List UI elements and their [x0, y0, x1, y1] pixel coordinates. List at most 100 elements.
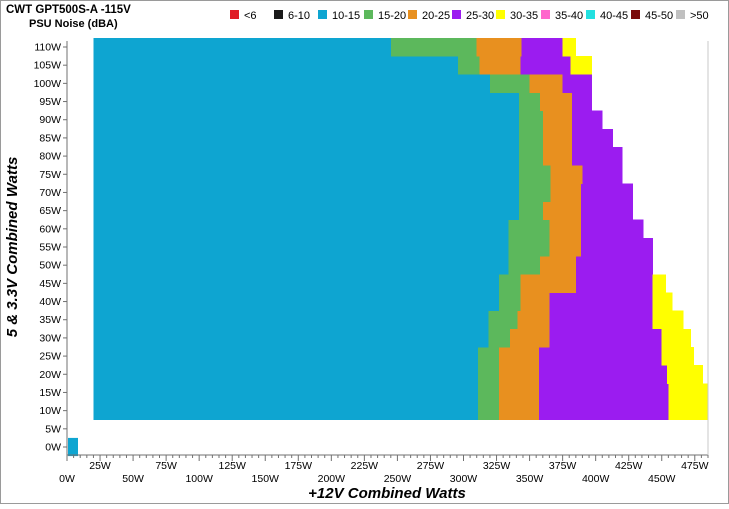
x-tick-label: 250W: [384, 473, 412, 485]
heatmap-cell: [575, 256, 653, 275]
heatmap-cell: [93, 92, 520, 112]
heatmap-cell: [652, 310, 684, 330]
legend-label: <6: [244, 10, 257, 22]
heatmap-cell: [549, 328, 663, 348]
legend-swatch: [631, 10, 640, 19]
heatmap-cell: [478, 401, 500, 421]
heatmap-cell: [499, 274, 521, 293]
heatmap-cell: [488, 328, 511, 348]
heatmap-cell: [93, 401, 479, 421]
legend-label: 20-25: [422, 10, 450, 22]
heatmap-cell: [499, 292, 521, 312]
heatmap-cell: [538, 347, 663, 366]
y-tick-label: 50W: [39, 260, 61, 272]
heatmap-cell: [517, 310, 550, 330]
legend-swatch: [452, 10, 461, 19]
y-tick-label: 25W: [39, 351, 61, 363]
heatmap-cell: [519, 183, 552, 202]
heatmap-cell: [93, 110, 520, 130]
chart-title: CWT GPT500S-A -115V: [6, 4, 131, 16]
y-axis-label: 5 & 3.3V Combined Watts: [4, 157, 21, 338]
x-tick-label: 200W: [318, 473, 346, 485]
heatmap-cell: [581, 183, 634, 202]
heatmap-cell: [478, 347, 500, 366]
x-tick-label: 100W: [185, 473, 213, 485]
legend-label: 30-35: [510, 10, 538, 22]
legend-item: 6-10: [274, 10, 310, 22]
x-ticks: 0W 25W 50W 75W 100W 125W 150W 175W 200W 225W 250W 2…: [59, 455, 709, 485]
y-tick-label: 100W: [34, 78, 62, 90]
heatmap-cell: [538, 365, 668, 384]
heatmap-cell: [499, 401, 540, 421]
heatmap-cell: [476, 37, 523, 57]
heatmap-cell: [661, 328, 692, 348]
heatmap-cell: [575, 274, 653, 293]
legend-label: 35-40: [555, 10, 583, 22]
x-tick-label: 75W: [155, 460, 177, 472]
heatmap-cell: [652, 274, 667, 293]
y-tick-label: 90W: [39, 114, 61, 126]
heatmap-cell: [581, 201, 634, 221]
x-tick-label: 425W: [615, 460, 643, 472]
heatmap-cell: [581, 219, 644, 239]
heatmap-cell: [93, 74, 491, 93]
heatmap-cell: [508, 219, 550, 239]
legend-swatch: [541, 10, 550, 19]
legend-label: 15-20: [378, 10, 406, 22]
y-tick-label: 85W: [39, 132, 61, 144]
x-tick-label: 0W: [59, 473, 75, 485]
y-ticks: 0W 5W 10W 15W 20W 25W 30W 35W 40W 45W 50W 55W 60W 65W…: [34, 42, 67, 454]
y-tick-label: 5W: [45, 423, 61, 435]
heatmap-cell: [549, 310, 653, 330]
heatmap-cell: [540, 256, 577, 275]
legend-item: 25-30: [452, 10, 494, 22]
heatmap-cell: [93, 383, 479, 402]
heatmap-cell: [93, 183, 520, 202]
legend-swatch: [318, 10, 327, 19]
legend-item: 10-15: [318, 10, 360, 22]
heatmap-cell: [571, 110, 603, 130]
heatmap-cell: [93, 237, 509, 257]
heatmap-cell: [478, 365, 500, 384]
heatmap-cell: [93, 37, 392, 57]
heatmap-cell: [93, 274, 500, 293]
heatmap-cell: [478, 383, 500, 402]
y-tick-label: 60W: [39, 223, 61, 235]
y-tick-label: 40W: [39, 296, 61, 308]
legend: <6 6-10 10-15 15-20 20-25 25-30 30-35 35-40 40-4…: [230, 10, 709, 22]
heatmap-cell: [93, 147, 520, 166]
heatmap-cell: [93, 292, 500, 312]
heatmap-cell: [668, 383, 709, 402]
legend-swatch: [274, 10, 283, 19]
legend-swatch: [586, 10, 595, 19]
y-tick-label: 20W: [39, 369, 61, 381]
heatmap-cell: [542, 147, 573, 166]
heatmap-cell: [93, 256, 509, 275]
heatmap-cell: [550, 165, 583, 184]
heatmap-cell: [519, 92, 541, 112]
heatmap-cell: [93, 328, 490, 348]
y-tick-label: 15W: [39, 387, 61, 399]
legend-item: 35-40: [541, 10, 583, 22]
legend-item: <6: [230, 10, 257, 22]
x-tick-label: 475W: [681, 460, 709, 472]
heatmap-cell: [93, 347, 479, 366]
x-tick-label: 350W: [516, 473, 544, 485]
legend-item: 40-45: [586, 10, 628, 22]
heatmap-cell: [499, 365, 540, 384]
heatmap-cell: [668, 401, 709, 421]
x-tick-label: 375W: [549, 460, 577, 472]
heatmap-cell: [652, 292, 673, 312]
heatmap-cell: [542, 128, 573, 148]
heatmap-cell: [562, 37, 577, 57]
heatmap-cell: [520, 274, 577, 293]
y-tick-label: 95W: [39, 96, 61, 108]
legend-item: 20-25: [408, 10, 450, 22]
y-tick-label: 105W: [34, 60, 62, 72]
y-tick-label: 0W: [45, 442, 61, 454]
heatmap-cell: [93, 201, 520, 221]
heatmap-cell: [479, 56, 521, 75]
legend-swatch: [676, 10, 685, 19]
heatmap-cell: [499, 383, 540, 402]
